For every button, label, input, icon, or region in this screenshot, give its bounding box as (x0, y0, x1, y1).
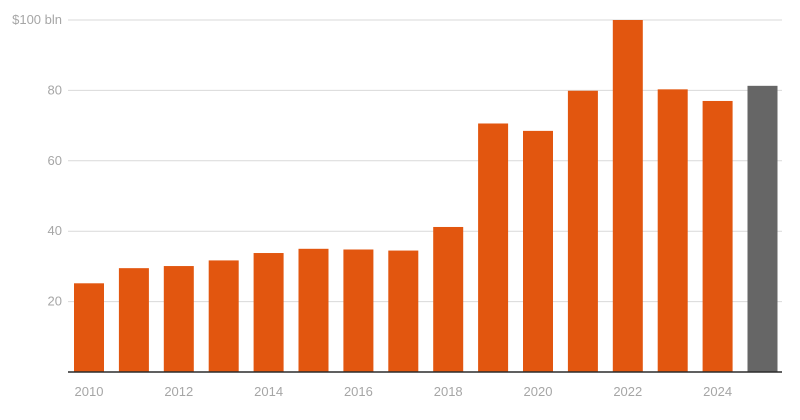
bar-2017 (388, 250, 419, 372)
x-tick-label-2016: 2016 (344, 384, 373, 399)
bar-2010 (74, 283, 104, 372)
x-tick-label-2018: 2018 (434, 384, 463, 399)
bars (74, 20, 778, 373)
bar-2025 (747, 85, 778, 372)
y-tick-label-40: 40 (48, 223, 62, 238)
bar-2024 (702, 100, 733, 373)
bar-2013 (208, 260, 239, 372)
x-tick-label-2022: 2022 (613, 384, 642, 399)
x-axis-tick-labels: 2010 2012 2014 2016 2018 2020 2022 2024 (75, 384, 733, 399)
bar-2018 (433, 226, 464, 372)
x-tick-label-2010: 2010 (75, 384, 104, 399)
bar-2021 (567, 90, 598, 372)
bar-2022 (612, 20, 643, 372)
bar-2019 (478, 123, 509, 372)
y-axis-tick-labels: 20 40 60 80 $100 bln (12, 12, 62, 309)
y-tick-label-60: 60 (48, 153, 62, 168)
y-tick-label-20: 20 (48, 294, 62, 309)
bar-2023 (657, 89, 688, 373)
bar-2015 (298, 248, 329, 372)
bar-2014 (253, 253, 284, 372)
x-tick-label-2014: 2014 (254, 384, 283, 399)
y-tick-label-80: 80 (48, 82, 62, 97)
bar-2020 (523, 130, 553, 372)
x-tick-label-2024: 2024 (703, 384, 732, 399)
y-tick-label-100: $100 bln (12, 12, 62, 27)
bar-2012 (163, 266, 194, 372)
bar-2011 (118, 268, 149, 372)
x-tick-label-2020: 2020 (524, 384, 553, 399)
bar-2016 (343, 249, 374, 372)
x-tick-label-2012: 2012 (164, 384, 193, 399)
